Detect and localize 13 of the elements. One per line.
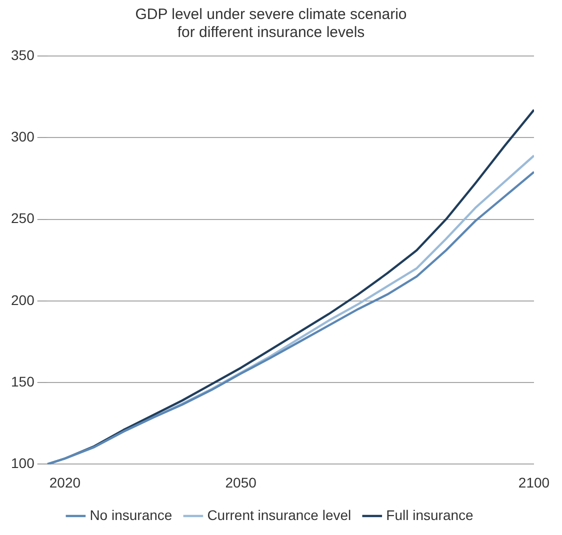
x-tick-label: 2050 <box>225 474 257 490</box>
x-tick-label: 2100 <box>518 474 550 490</box>
y-tick-label: 300 <box>11 128 35 144</box>
y-tick-label: 200 <box>11 292 35 308</box>
y-tick-label: 100 <box>11 455 35 472</box>
legend-label: Full insurance <box>386 506 474 523</box>
chart-title: GDP level under severe climate scenario for different insurance levels <box>135 6 407 42</box>
y-tick-label: 250 <box>11 210 35 226</box>
x-tick-label: 2020 <box>49 474 81 490</box>
legend-label: No insurance <box>90 506 172 523</box>
y-tick-label: 350 <box>11 46 35 63</box>
legend-label: Current insurance level <box>207 506 352 523</box>
y-tick-label: 150 <box>11 373 35 390</box>
